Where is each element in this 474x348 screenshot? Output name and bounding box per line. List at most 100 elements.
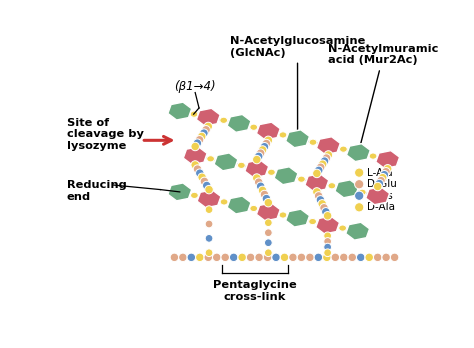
Ellipse shape — [328, 183, 336, 189]
Circle shape — [314, 253, 323, 262]
Circle shape — [316, 196, 325, 204]
Ellipse shape — [279, 132, 287, 138]
Ellipse shape — [339, 225, 346, 231]
Circle shape — [264, 253, 272, 262]
Circle shape — [365, 253, 374, 262]
Circle shape — [262, 139, 271, 148]
Circle shape — [318, 200, 327, 208]
Ellipse shape — [358, 189, 366, 195]
Polygon shape — [346, 222, 370, 240]
Circle shape — [322, 154, 331, 162]
Ellipse shape — [298, 176, 305, 182]
Circle shape — [324, 151, 333, 159]
Circle shape — [198, 173, 206, 182]
Circle shape — [377, 176, 385, 185]
Circle shape — [264, 136, 273, 144]
Circle shape — [202, 181, 211, 190]
Circle shape — [255, 152, 263, 160]
Polygon shape — [305, 174, 329, 192]
Circle shape — [200, 129, 208, 137]
Circle shape — [315, 166, 323, 175]
Circle shape — [391, 253, 399, 262]
Polygon shape — [168, 102, 191, 120]
Ellipse shape — [279, 212, 287, 218]
Polygon shape — [183, 147, 207, 165]
Polygon shape — [168, 183, 191, 201]
Circle shape — [355, 168, 364, 177]
Polygon shape — [214, 153, 238, 171]
Circle shape — [324, 238, 331, 245]
Circle shape — [193, 139, 201, 148]
Circle shape — [313, 169, 321, 178]
Polygon shape — [366, 187, 390, 205]
Circle shape — [320, 204, 328, 212]
Circle shape — [193, 165, 202, 173]
Ellipse shape — [279, 132, 287, 138]
Circle shape — [314, 192, 323, 200]
Polygon shape — [256, 122, 280, 140]
Ellipse shape — [237, 162, 245, 168]
Polygon shape — [316, 216, 339, 234]
Circle shape — [378, 173, 387, 182]
Ellipse shape — [250, 205, 257, 212]
Circle shape — [348, 253, 356, 262]
Polygon shape — [317, 137, 340, 155]
Polygon shape — [197, 190, 221, 208]
Text: L-Lys: L-Lys — [367, 191, 392, 201]
Circle shape — [339, 253, 348, 262]
Circle shape — [205, 220, 213, 228]
Text: Pentaglycine
cross-link: Pentaglycine cross-link — [213, 280, 297, 302]
Ellipse shape — [207, 156, 214, 162]
Polygon shape — [227, 114, 251, 132]
Circle shape — [272, 253, 280, 262]
Polygon shape — [227, 114, 251, 132]
Circle shape — [355, 203, 364, 212]
Circle shape — [221, 253, 229, 262]
Circle shape — [205, 206, 213, 213]
Circle shape — [170, 253, 179, 262]
Ellipse shape — [358, 189, 366, 195]
Polygon shape — [274, 167, 298, 185]
Circle shape — [255, 253, 264, 262]
Circle shape — [289, 253, 297, 262]
Circle shape — [383, 165, 392, 173]
Text: L-Ala: L-Ala — [367, 168, 392, 178]
Ellipse shape — [191, 192, 198, 198]
Circle shape — [382, 253, 391, 262]
Polygon shape — [274, 167, 298, 185]
Circle shape — [324, 243, 331, 251]
Circle shape — [264, 198, 273, 207]
Polygon shape — [196, 108, 220, 126]
Circle shape — [258, 146, 267, 154]
Ellipse shape — [298, 176, 305, 182]
Polygon shape — [335, 180, 359, 198]
Circle shape — [323, 253, 331, 262]
Ellipse shape — [369, 153, 377, 159]
Circle shape — [204, 253, 212, 262]
Circle shape — [258, 186, 267, 195]
Circle shape — [356, 253, 365, 262]
Ellipse shape — [309, 219, 317, 225]
Circle shape — [229, 253, 238, 262]
Ellipse shape — [250, 124, 257, 130]
Circle shape — [264, 249, 272, 256]
Circle shape — [212, 253, 221, 262]
Circle shape — [355, 180, 364, 189]
Polygon shape — [346, 144, 370, 161]
Polygon shape — [256, 122, 280, 140]
Text: Site of
cleavage by
lysozyme: Site of cleavage by lysozyme — [66, 118, 144, 151]
Polygon shape — [335, 180, 359, 198]
Polygon shape — [286, 209, 310, 227]
Ellipse shape — [339, 146, 347, 152]
Ellipse shape — [190, 111, 198, 117]
Circle shape — [198, 132, 206, 141]
Ellipse shape — [309, 219, 317, 225]
Polygon shape — [286, 130, 310, 148]
Circle shape — [256, 182, 265, 190]
Ellipse shape — [369, 153, 377, 159]
Circle shape — [264, 229, 272, 237]
Ellipse shape — [191, 192, 198, 198]
Polygon shape — [245, 160, 269, 178]
Polygon shape — [227, 196, 251, 214]
Ellipse shape — [309, 139, 317, 145]
